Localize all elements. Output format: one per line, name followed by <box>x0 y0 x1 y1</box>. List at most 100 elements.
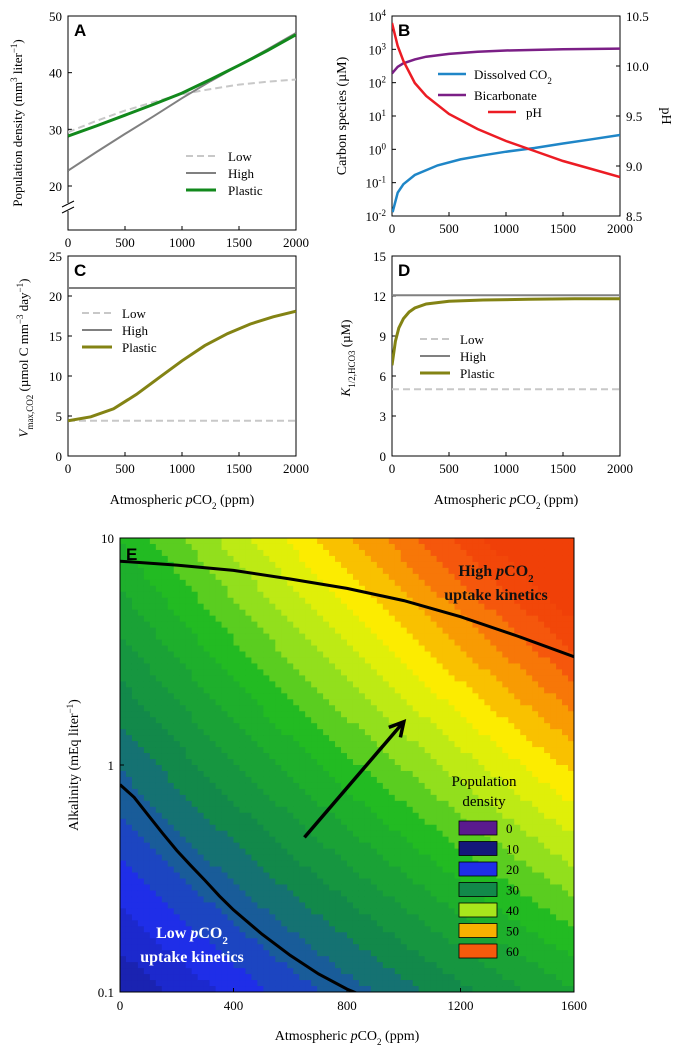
panel-e-cell <box>215 788 223 796</box>
panel-e-cell <box>358 980 366 987</box>
panel-e-cell <box>406 609 414 617</box>
panel-e-cell <box>233 657 241 665</box>
panel-e-cell <box>173 866 181 874</box>
panel-e-cell <box>424 944 432 951</box>
panel-e-cell <box>191 896 199 903</box>
panel-e-cell <box>245 699 253 706</box>
panel-e-cell <box>281 567 288 575</box>
panel-e-cell <box>275 896 282 903</box>
panel-e-cell <box>293 974 300 981</box>
panel-e-cell <box>376 902 384 909</box>
panel-e-cell <box>120 920 127 927</box>
panel-e-cell <box>442 735 450 742</box>
panel-e-cell <box>376 621 384 629</box>
panel-e-cell <box>412 663 420 671</box>
panel-e-cell <box>382 579 390 587</box>
panel-e-cell <box>323 645 330 653</box>
panel-e-cell <box>155 555 163 563</box>
panel-e-cell <box>179 800 187 808</box>
panel-e-cell <box>317 878 324 886</box>
panel-e-cell <box>251 543 258 551</box>
panel-e-cell <box>275 693 282 700</box>
panel-e-cell <box>347 765 354 772</box>
panel-e-cell <box>155 573 163 581</box>
panel-e-cell <box>197 986 205 992</box>
panel-e-cell <box>347 884 354 892</box>
panel-b-xtick-label: 1500 <box>550 221 576 236</box>
panel-e-cell <box>382 591 390 599</box>
panel-e-cell <box>358 663 366 671</box>
panel-e-cell <box>382 711 390 718</box>
panel-e-cell <box>311 956 318 963</box>
panel-e-cell <box>221 549 229 557</box>
panel-e-cell <box>329 591 336 599</box>
panel-e-cell <box>341 657 348 665</box>
panel-e-cell <box>341 567 348 575</box>
panel-e-cell <box>161 663 169 671</box>
panel-e-cell <box>239 794 247 802</box>
panel-e-cell <box>376 776 384 784</box>
panel-e-cell <box>335 717 342 724</box>
panel-e-cell <box>227 932 235 939</box>
panel-e-cell <box>185 603 193 611</box>
panel-e-cell <box>436 878 444 886</box>
panel-e-cell <box>209 633 217 641</box>
panel-e-cell <box>161 573 169 581</box>
panel-e-cell <box>436 854 444 862</box>
panel-e-cell <box>454 950 462 957</box>
panel-e-cell <box>281 824 288 832</box>
panel-e-cell <box>125 675 133 682</box>
panel-e-cell <box>269 615 276 623</box>
panel-e-cell <box>281 776 288 784</box>
panel-e-cell <box>149 711 157 718</box>
panel-e-cell <box>275 806 282 814</box>
panel-e-cell <box>227 765 235 772</box>
panel-e-cell <box>442 538 450 545</box>
panel-e-cell <box>281 633 288 641</box>
panel-e-cell <box>472 986 480 992</box>
panel-e-cell <box>478 854 485 862</box>
panel-e-cell <box>173 788 181 796</box>
panel-e-cell <box>376 800 384 808</box>
panel-e-cell <box>406 818 414 826</box>
panel-e-cell <box>335 759 342 766</box>
panel-e-cell <box>293 675 300 682</box>
panel-e-cell <box>478 579 485 587</box>
panel-e-cell <box>329 663 336 671</box>
panel-e-cell <box>245 759 253 766</box>
panel-e-cell <box>478 776 485 784</box>
panel-e-cell <box>275 699 282 706</box>
panel-e-cell <box>317 860 324 868</box>
panel-e-cell <box>394 603 402 611</box>
panel-e-cell <box>299 615 306 623</box>
panel-e-cell <box>281 968 288 975</box>
panel-e-cell <box>364 561 372 569</box>
panel-e-cell <box>370 938 378 945</box>
panel-e-cell <box>137 621 145 629</box>
panel-e-cell <box>388 782 396 790</box>
panel-e-cell <box>490 573 497 581</box>
panel-e-cell <box>376 818 384 826</box>
panel-e-cell <box>454 872 462 880</box>
panel-e-cell <box>418 962 426 969</box>
panel-e-cell <box>364 968 372 975</box>
panel-e-cell <box>311 986 318 992</box>
panel-e-cell <box>263 824 270 832</box>
panel-e-cell <box>400 920 408 927</box>
panel-e-cell <box>215 896 223 903</box>
panel-e-cell <box>137 753 145 760</box>
panel-e-cell <box>251 711 258 718</box>
panel-e-cell <box>335 800 342 808</box>
panel-e-cell <box>418 645 426 653</box>
panel-e-cell <box>400 633 408 641</box>
panel-e-cell <box>245 926 253 933</box>
panel-e-cell <box>323 920 330 927</box>
panel-e-cell <box>311 639 318 647</box>
panel-e-cell <box>352 633 360 641</box>
panel-e-cell <box>305 621 312 629</box>
panel-e-cell <box>167 860 175 868</box>
panel-e-cell <box>352 938 360 945</box>
panel-e-cell <box>167 824 175 832</box>
panel-e-cell <box>430 770 438 778</box>
panel-e-cell <box>299 711 306 718</box>
